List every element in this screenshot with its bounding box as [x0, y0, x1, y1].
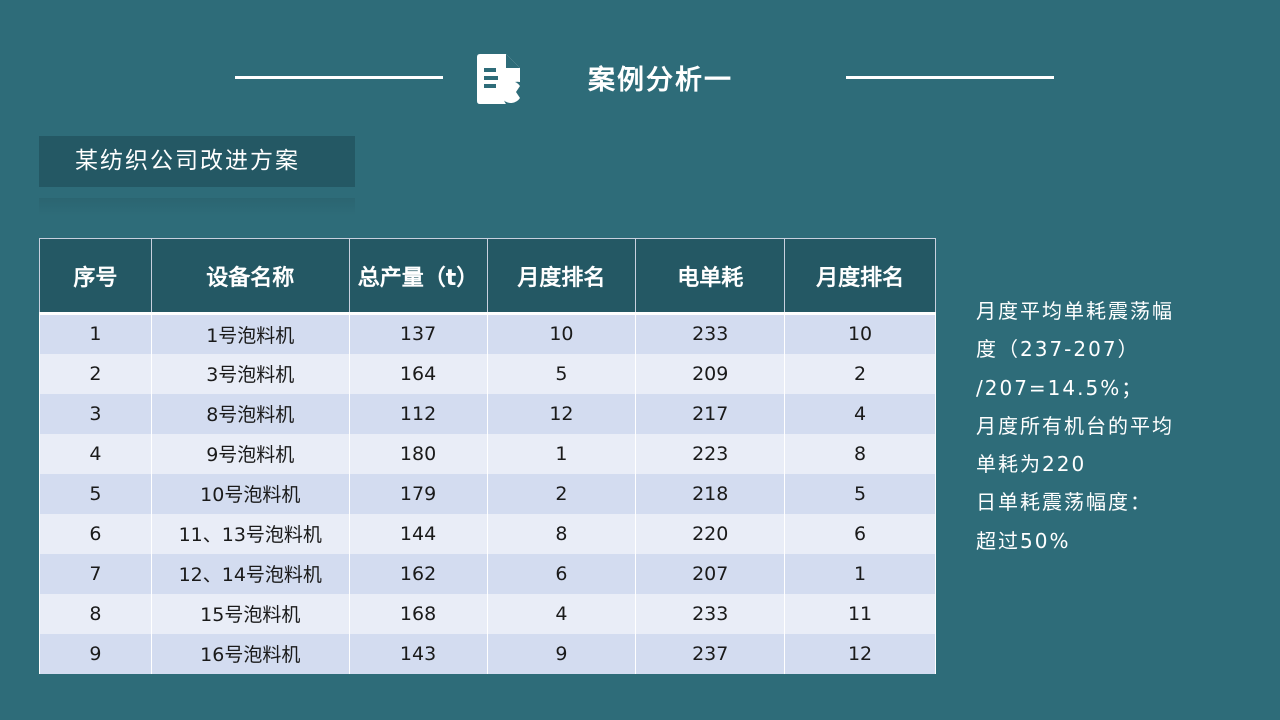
table-row: 3 8号泡料机 112 12 217 4: [39, 393, 936, 434]
table-cell: 4: [486, 593, 637, 634]
table-cell: 12、14号泡料机: [150, 553, 350, 594]
table-cell: 1: [39, 313, 152, 354]
table-cell: 209: [635, 353, 786, 394]
table-row: 8 15号泡料机 168 4 233 11: [39, 593, 936, 634]
table-cell: 4: [784, 393, 936, 434]
table-cell: 164: [348, 353, 488, 394]
note-line: 月度平均单耗震荡幅: [976, 299, 1174, 323]
table-cell: 223: [635, 433, 786, 474]
title-divider-left: [235, 76, 443, 79]
table-cell: 7: [39, 553, 152, 594]
table-cell: 6: [784, 513, 936, 554]
table-cell: 8: [39, 593, 152, 634]
table-cell: 8: [486, 513, 637, 554]
table-cell: 9号泡料机: [150, 433, 350, 474]
table-cell: 5: [784, 473, 936, 514]
table-cell: 112: [348, 393, 488, 434]
table-cell: 168: [348, 593, 488, 634]
table-cell: 3号泡料机: [150, 353, 350, 394]
title-divider-right: [846, 76, 1054, 79]
table-cell: 8号泡料机: [150, 393, 350, 434]
table-cell: 1: [784, 553, 936, 594]
table-cell: 8: [784, 433, 936, 474]
column-header: 电单耗: [635, 238, 786, 315]
table-cell: 237: [635, 633, 786, 674]
table-cell: 10: [486, 313, 637, 354]
table-cell: 12: [486, 393, 637, 434]
table-row: 7 12、14号泡料机 162 6 207 1: [39, 553, 936, 594]
table-cell: 2: [39, 353, 152, 394]
table-cell: 1号泡料机: [150, 313, 350, 354]
table-row: 5 10号泡料机 179 2 218 5: [39, 473, 936, 514]
table-cell: 3: [39, 393, 152, 434]
table-cell: 179: [348, 473, 488, 514]
table-cell: 180: [348, 433, 488, 474]
note-line: 单耗为220: [976, 452, 1087, 477]
table-cell: 11、13号泡料机: [150, 513, 350, 554]
table-cell: 2: [784, 353, 936, 394]
table-cell: 143: [348, 633, 488, 674]
column-header: 设备名称: [150, 238, 350, 315]
subtitle-shadow: [39, 198, 355, 216]
note-line: /207=14.5%；: [976, 375, 1144, 400]
table-cell: 10: [784, 313, 936, 354]
table-row: 4 9号泡料机 180 1 223 8: [39, 433, 936, 474]
document-chart-icon: [477, 54, 520, 104]
table-row: 1 1号泡料机 137 10 233 10: [39, 313, 936, 354]
note-line: 月度所有机台的平均: [976, 413, 1174, 438]
table-cell: 137: [348, 313, 488, 354]
table-cell: 4: [39, 433, 152, 474]
table-cell: 16号泡料机: [150, 633, 350, 674]
table-cell: 5: [486, 353, 637, 394]
table-cell: 15号泡料机: [150, 593, 350, 634]
page-title: 案例分析一: [588, 65, 733, 96]
note-line: 超过50%: [976, 528, 1071, 553]
column-header: 月度排名: [784, 238, 936, 315]
table-row: 6 11、13号泡料机 144 8 220 6: [39, 513, 936, 554]
analysis-note: 月度平均单耗震荡幅 度（237-207） /207=14.5%； 月度所有机台的平均单…: [976, 292, 1174, 560]
table-row: 2 3号泡料机 164 5 209 2: [39, 353, 936, 394]
table-row: 9 16号泡料机 143 9 237 12: [39, 633, 936, 674]
table-cell: 9: [486, 633, 637, 674]
table-cell: 218: [635, 473, 786, 514]
note-line: 日单耗震荡幅度：: [976, 490, 1152, 515]
note-line: 度（237-207）: [976, 337, 1140, 362]
table-cell: 233: [635, 593, 786, 634]
table-cell: 220: [635, 513, 786, 554]
table-cell: 217: [635, 393, 786, 434]
table-cell: 162: [348, 553, 488, 594]
table-cell: 1: [486, 433, 637, 474]
table-cell: 207: [635, 553, 786, 594]
table-cell: 144: [348, 513, 488, 554]
column-header: 序号: [39, 238, 152, 315]
equipment-table: 序号 设备名称 总产量（t） 月度排名 电单耗 月度排名 1 1号泡料机 137 10 233 10…: [39, 238, 936, 674]
table-cell: 5: [39, 473, 152, 514]
table-cell: 12: [784, 633, 936, 674]
section-subtitle: 某纺织公司改进方案: [39, 136, 355, 187]
table-cell: 6: [39, 513, 152, 554]
table-cell: 233: [635, 313, 786, 354]
table-cell: 10号泡料机: [150, 473, 350, 514]
table-cell: 11: [784, 593, 936, 634]
column-header: 总产量（t）: [348, 238, 488, 315]
table-cell: 2: [486, 473, 637, 514]
column-header: 月度排名: [486, 238, 637, 315]
table-cell: 9: [39, 633, 152, 674]
table-cell: 6: [486, 553, 637, 594]
